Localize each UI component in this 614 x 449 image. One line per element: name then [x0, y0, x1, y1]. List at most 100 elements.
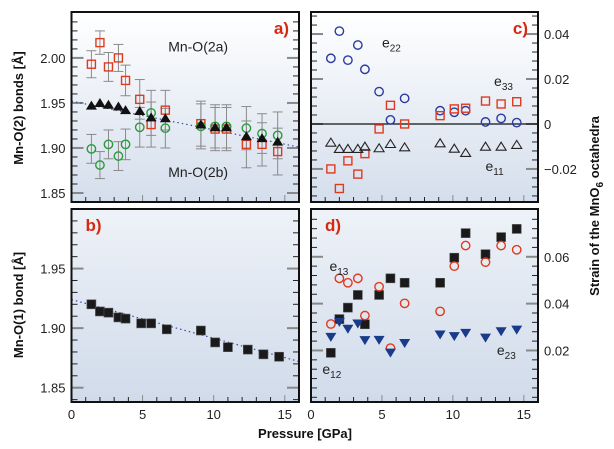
data-point-e12 — [399, 277, 410, 288]
data-point-e22 — [399, 93, 410, 104]
y-tick-label: 0.04 — [544, 27, 569, 42]
annotation-label: e11 — [486, 158, 505, 178]
panel-label-b: b) — [86, 216, 102, 235]
data-point-e11 — [333, 143, 346, 153]
data-point-mn-o-2-average — [134, 106, 146, 116]
data-point-mn-o-2b- — [86, 143, 97, 154]
error-bar — [103, 129, 114, 160]
data-point-e33 — [326, 164, 336, 174]
panel-c: −0.02 0 0.02 0.04 e22 e33 e11 c) — [310, 11, 577, 203]
data-point-e33 — [449, 104, 459, 114]
data-point-e12 — [374, 290, 384, 300]
data-point-e22 — [325, 53, 336, 64]
data-point-e12 — [449, 252, 460, 263]
data-point-e11 — [373, 142, 386, 153]
data-point-e33 — [480, 96, 491, 106]
error-bar — [94, 30, 105, 55]
data-point-mn-o-2-average — [112, 101, 124, 111]
data-point-e23 — [373, 335, 385, 345]
data-point-mn-o-2a- — [103, 62, 114, 72]
data-point-mn-o-1- — [196, 325, 206, 336]
data-point-e12 — [480, 249, 491, 260]
data-point-e11 — [384, 138, 397, 149]
y-tick-label: 1.85 — [40, 186, 65, 201]
panel-label-c: c) — [513, 19, 528, 38]
data-point-e23 — [399, 338, 411, 348]
data-point-e22 — [342, 55, 353, 66]
data-point-mn-o-2b- — [134, 122, 145, 133]
data-point-mn-o-2-average — [209, 122, 221, 132]
data-point-mn-o-1- — [274, 351, 284, 362]
y-tick-label: 1.85 — [40, 381, 65, 396]
data-point-e11 — [479, 141, 492, 151]
panel-b: 1.85 1.90 1.95 0 5 10 15 b) — [40, 208, 300, 422]
data-point-mn-o-2b- — [103, 139, 114, 150]
panel-d: 0.02 0.04 0.06 0 5 10 15 e13 e12 e23 d) — [307, 208, 569, 422]
data-point-e23 — [333, 317, 345, 327]
data-point-e22 — [352, 40, 363, 50]
data-point-e11 — [324, 137, 337, 147]
data-point-mn-o-2-average — [102, 99, 114, 109]
y-tick-label: 1.95 — [40, 262, 65, 277]
data-point-e13 — [435, 306, 446, 317]
data-point-mn-o-2-average — [220, 122, 232, 132]
annotation-label: Mn-O(2b) — [168, 164, 228, 180]
y-tick-label: 0 — [544, 117, 551, 132]
annotation-label: e12 — [322, 361, 341, 381]
data-point-mn-o-2a- — [95, 37, 105, 48]
data-point-e22 — [496, 113, 507, 124]
y-tick-label: 0.02 — [544, 343, 569, 358]
data-point-e13 — [325, 319, 336, 329]
data-point-mn-o-2-average — [120, 105, 132, 115]
data-point-e11 — [510, 139, 523, 149]
data-point-e22 — [511, 117, 522, 128]
data-point-mn-o-2a- — [272, 146, 283, 157]
data-point-e23 — [384, 348, 396, 358]
data-point-mn-o-2-average — [256, 133, 268, 143]
data-point-mn-o-1- — [258, 349, 269, 360]
plot-frame — [70, 11, 300, 203]
panel-label-a: a) — [274, 19, 289, 38]
data-point-mn-o-2a- — [86, 59, 97, 69]
data-point-mn-o-1- — [243, 344, 253, 355]
data-point-e23 — [448, 332, 460, 342]
data-point-e23 — [352, 319, 364, 329]
data-point-mn-o-2a- — [135, 94, 145, 105]
data-point-mn-o-1- — [103, 307, 114, 318]
error-bar — [86, 133, 97, 164]
data-point-mn-o-2a- — [120, 75, 131, 86]
y-tick-label: 1.95 — [40, 96, 65, 111]
data-point-e11 — [434, 137, 447, 148]
data-point-e23 — [342, 324, 354, 334]
data-point-mn-o-1- — [146, 318, 156, 329]
data-point-e33 — [343, 156, 353, 166]
data-point-e12 — [326, 348, 336, 358]
y-tick-label: 0.04 — [544, 297, 569, 312]
annotation-label: e22 — [382, 35, 401, 55]
data-point-e22 — [480, 117, 491, 127]
data-point-mn-o-1- — [120, 313, 131, 324]
data-point-e11 — [358, 141, 371, 151]
data-point-e11 — [448, 143, 461, 153]
plot-frame — [310, 11, 539, 203]
data-point-e23 — [495, 327, 507, 337]
error-bar — [272, 111, 283, 160]
data-point-e33 — [496, 99, 506, 109]
data-point-e12 — [385, 273, 396, 284]
data-point-mn-o-2-average — [145, 112, 157, 122]
annotation-label: Mn-O(2a) — [168, 39, 228, 55]
data-point-e33 — [374, 124, 384, 134]
data-point-mn-o-2b- — [95, 160, 105, 170]
data-point-e33 — [460, 103, 471, 113]
data-point-e23 — [325, 332, 337, 342]
data-point-mn-o-2-average — [195, 119, 207, 129]
plot-frame — [310, 208, 539, 403]
data-point-mn-o-2b- — [160, 123, 171, 134]
data-point-mn-o-2-average — [85, 100, 97, 110]
data-point-e11 — [495, 141, 508, 151]
data-point-e23 — [359, 336, 371, 346]
error-bar — [86, 50, 97, 79]
data-point-e11 — [351, 143, 364, 153]
y-tick-label: 0.02 — [544, 72, 569, 87]
